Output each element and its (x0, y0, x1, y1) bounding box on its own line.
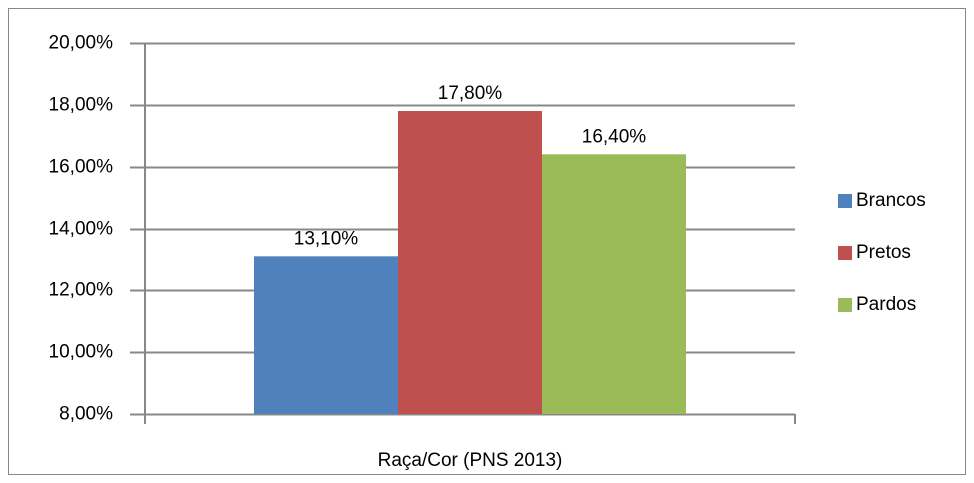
bar (398, 111, 542, 415)
value-label: 16,40% (582, 126, 647, 147)
legend-swatch (838, 246, 852, 260)
legend-label: Pretos (856, 242, 911, 263)
x-tick-label: Raça/Cor (PNS 2013) (378, 450, 563, 471)
legend-swatch (838, 194, 852, 208)
y-tick-label: 18,00% (49, 95, 114, 116)
legend-swatch (838, 298, 852, 312)
y-tick-label: 16,00% (49, 157, 114, 178)
y-tick-label: 20,00% (49, 33, 114, 54)
y-tick-label: 14,00% (49, 219, 114, 240)
y-tick-label: 10,00% (49, 342, 114, 363)
value-label: 13,10% (294, 228, 359, 249)
y-tick-label: 12,00% (49, 280, 114, 301)
legend-label: Pardos (856, 294, 916, 315)
y-tick-label: 8,00% (59, 404, 113, 425)
bar (254, 256, 398, 414)
bar (542, 154, 686, 415)
legend-label: Brancos (856, 190, 926, 211)
value-label: 17,80% (438, 83, 503, 104)
